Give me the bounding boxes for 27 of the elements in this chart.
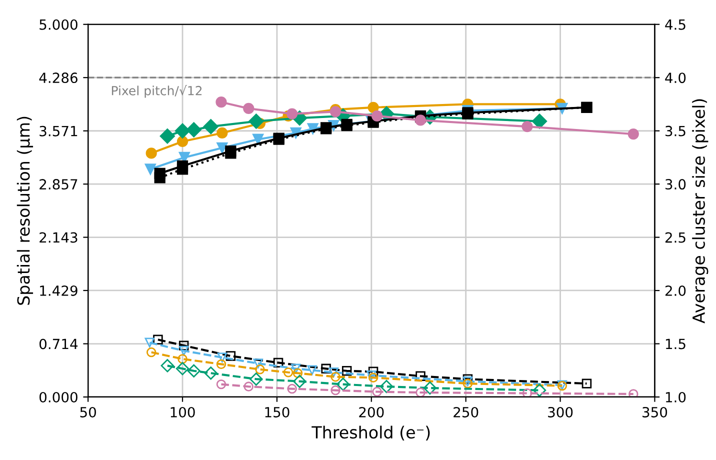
y-tick-label: 0.000 — [40, 392, 78, 402]
y-tick-label: 2.857 — [40, 179, 78, 190]
y-tick-label: 2.143 — [40, 232, 78, 243]
x-tick-label: 200 — [359, 406, 384, 418]
y2-axis-title: Average cluster size (pixel) — [692, 99, 708, 324]
y2-tick-label: 2.5 — [665, 232, 686, 243]
x-tick-label: 250 — [454, 406, 478, 418]
y2-tick-label: 4.5 — [665, 20, 686, 30]
y-tick-label: 3.571 — [40, 126, 78, 136]
y2-tick-label: 1.0 — [666, 392, 686, 402]
y-axis-title: Spatial resolution (µm) — [16, 116, 34, 305]
y2-tick-label: 1.5 — [666, 338, 686, 350]
ref-line-label: Pixel pitch/√12 — [112, 85, 202, 98]
x-tick-label: 100 — [170, 406, 195, 418]
y-tick-label: 1.429 — [40, 285, 78, 296]
y2-tick-label: 3.0 — [666, 179, 686, 190]
y2-tick-label: 4.0 — [665, 72, 686, 84]
x-tick-label: 350 — [642, 406, 668, 418]
y-tick-label: 5.000 — [40, 19, 78, 30]
y-tick-label: 0.714 — [40, 338, 78, 350]
y2-tick-label: 3.5 — [666, 126, 686, 136]
x-tick-label: 50 — [80, 406, 96, 418]
x-axis-title: Threshold (e⁻) — [312, 426, 430, 441]
x-tick-label: 150 — [265, 406, 290, 418]
x-tick-label: 300 — [548, 406, 573, 418]
y-tick-label: 4.286 — [39, 72, 78, 84]
y2-tick-label: 2.0 — [665, 285, 686, 296]
